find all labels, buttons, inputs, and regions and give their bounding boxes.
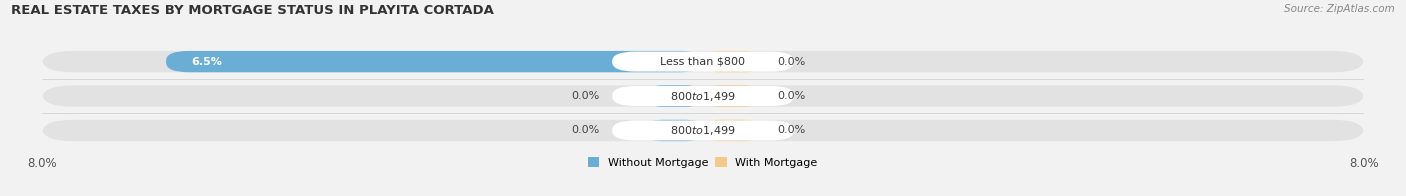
Legend: Without Mortgage, With Mortgage: Without Mortgage, With Mortgage xyxy=(588,157,818,168)
Text: Less than $800: Less than $800 xyxy=(661,57,745,67)
FancyBboxPatch shape xyxy=(42,85,1364,107)
FancyBboxPatch shape xyxy=(612,121,794,141)
FancyBboxPatch shape xyxy=(703,85,761,107)
FancyBboxPatch shape xyxy=(612,86,794,106)
Text: 0.0%: 0.0% xyxy=(778,57,806,67)
Text: Source: ZipAtlas.com: Source: ZipAtlas.com xyxy=(1284,4,1395,14)
Text: $800 to $1,499: $800 to $1,499 xyxy=(671,90,735,103)
FancyBboxPatch shape xyxy=(703,51,761,72)
FancyBboxPatch shape xyxy=(645,85,703,107)
FancyBboxPatch shape xyxy=(645,120,703,141)
FancyBboxPatch shape xyxy=(612,52,794,72)
FancyBboxPatch shape xyxy=(166,51,703,72)
FancyBboxPatch shape xyxy=(42,120,1364,141)
Text: 0.0%: 0.0% xyxy=(778,125,806,135)
Text: 0.0%: 0.0% xyxy=(778,91,806,101)
Text: 6.5%: 6.5% xyxy=(191,57,222,67)
FancyBboxPatch shape xyxy=(703,120,761,141)
Text: 0.0%: 0.0% xyxy=(571,91,600,101)
Text: 0.0%: 0.0% xyxy=(571,125,600,135)
Text: REAL ESTATE TAXES BY MORTGAGE STATUS IN PLAYITA CORTADA: REAL ESTATE TAXES BY MORTGAGE STATUS IN … xyxy=(11,4,494,17)
FancyBboxPatch shape xyxy=(42,51,1364,72)
Text: $800 to $1,499: $800 to $1,499 xyxy=(671,124,735,137)
